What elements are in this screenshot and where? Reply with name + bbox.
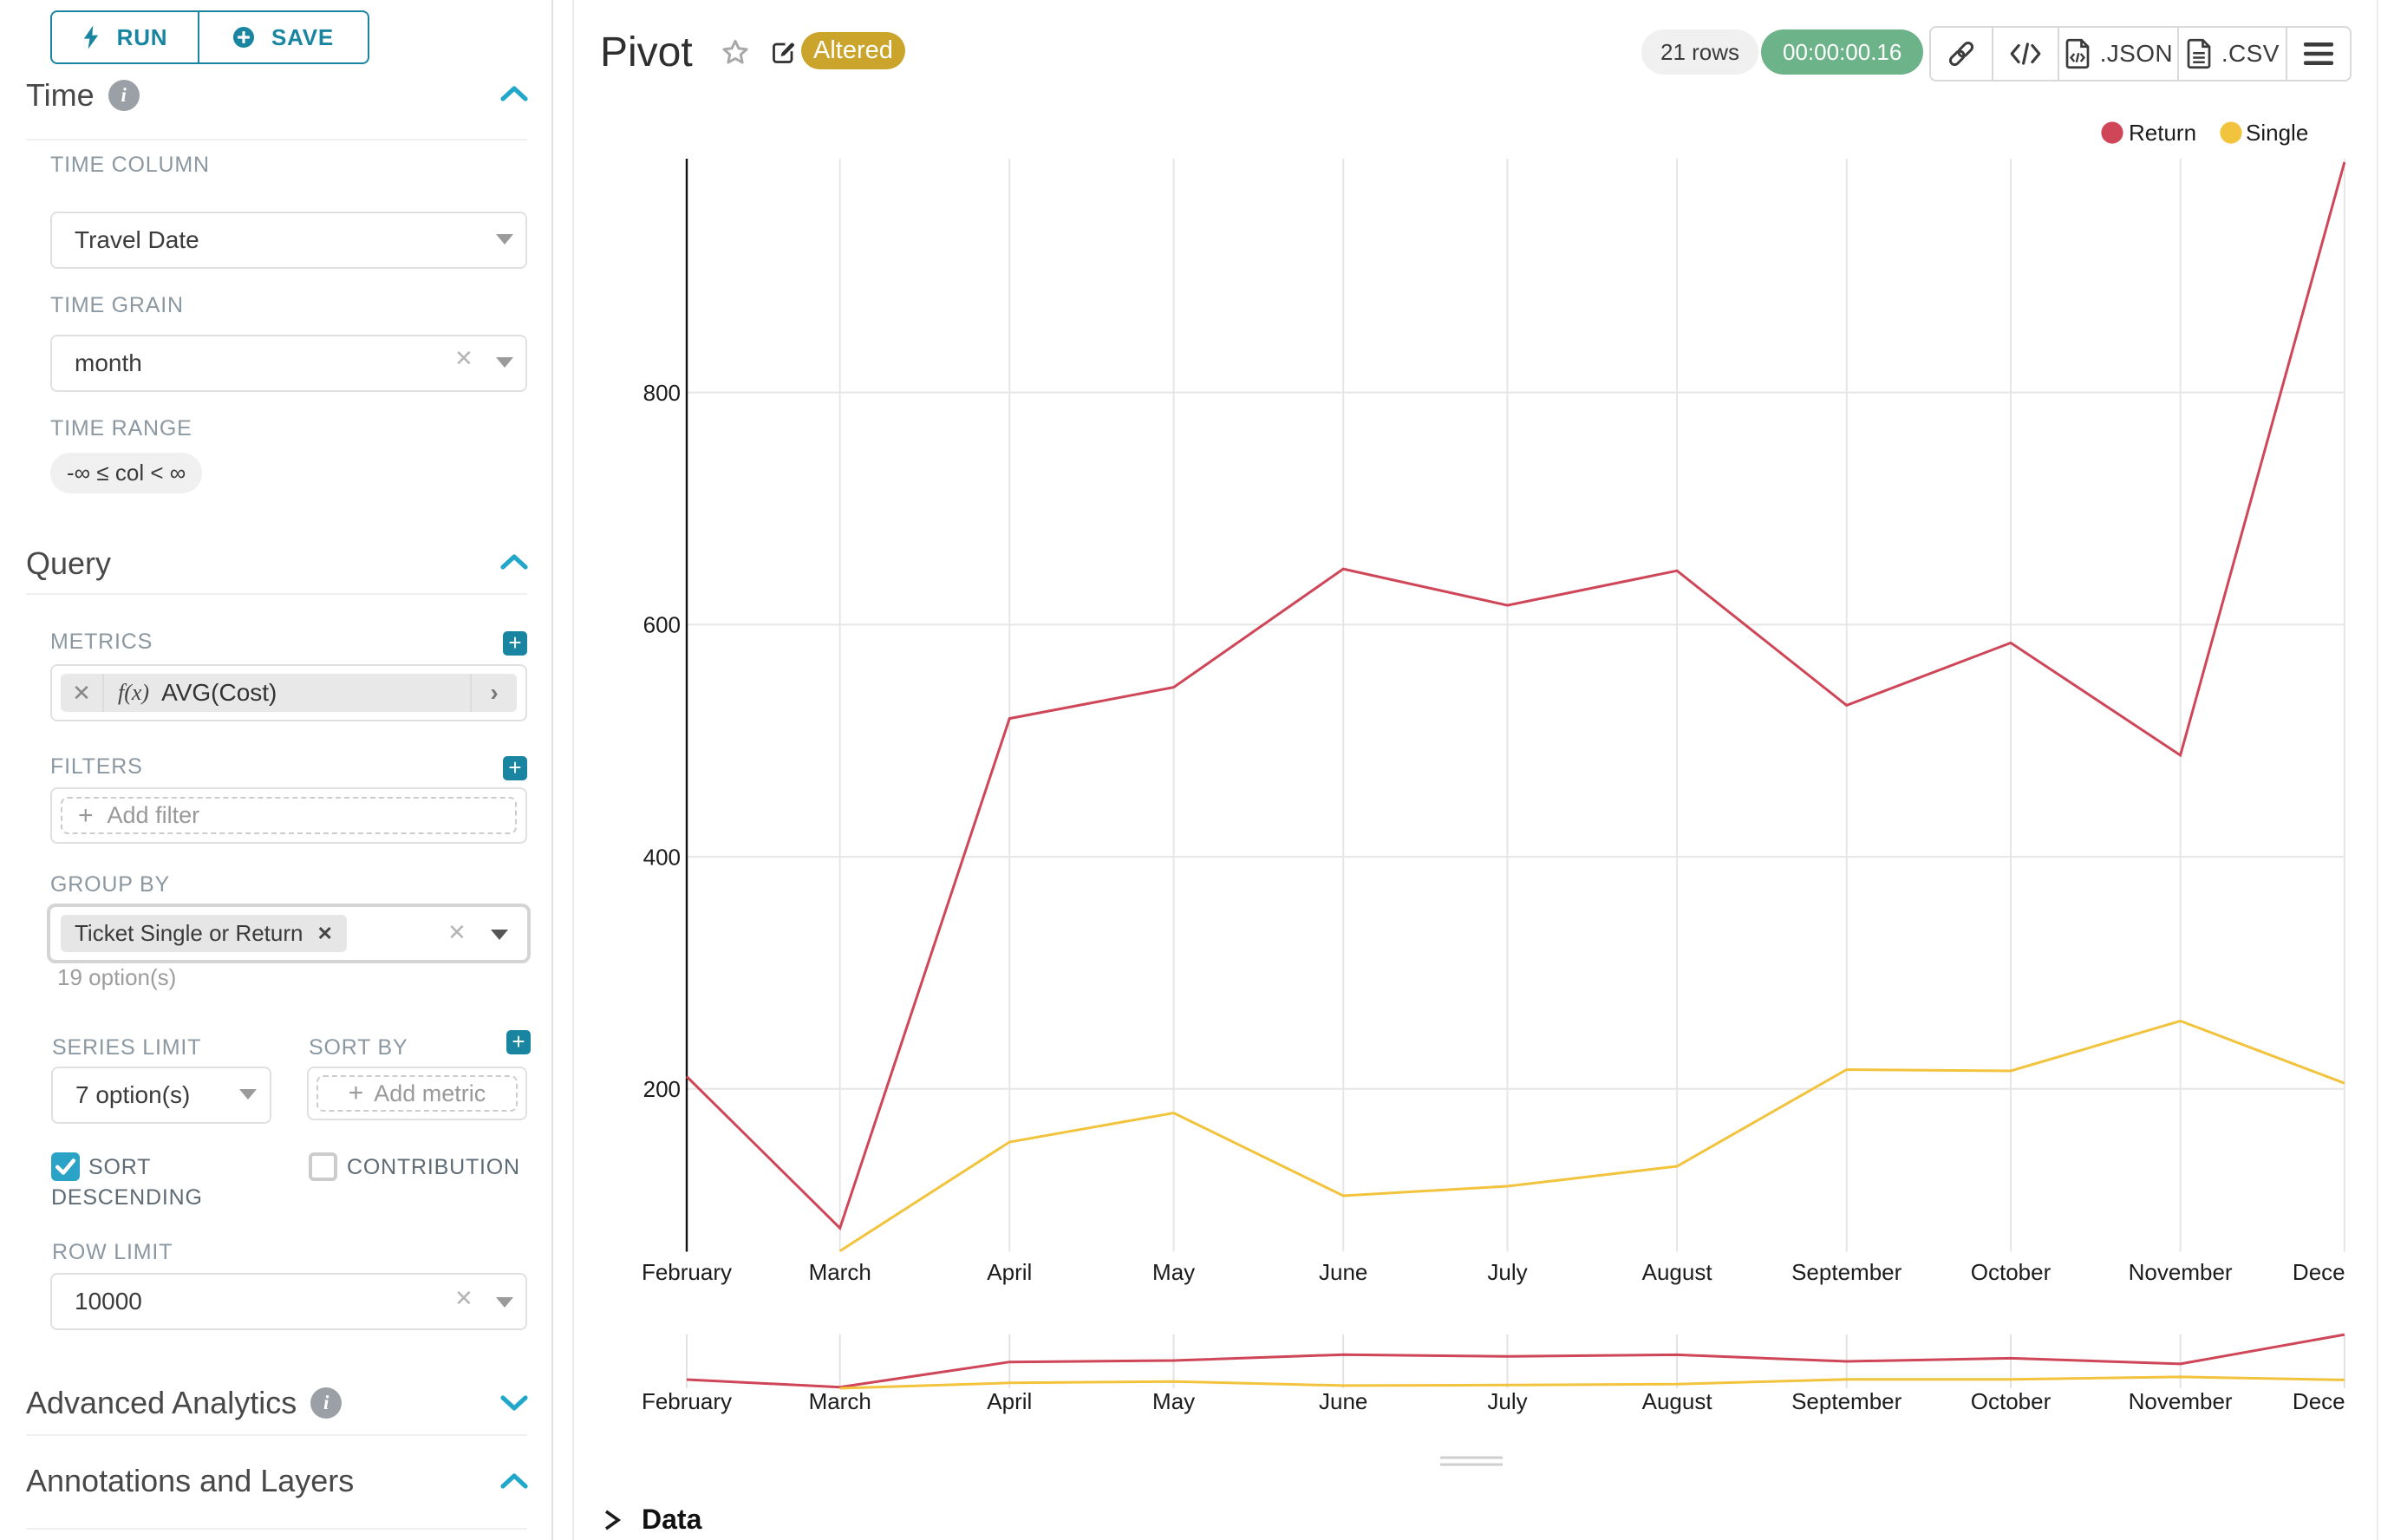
svg-text:March: March — [809, 1388, 871, 1414]
svg-text:December: December — [2293, 1388, 2381, 1414]
svg-text:May: May — [1152, 1388, 1195, 1414]
svg-text:July: July — [1487, 1388, 1527, 1414]
svg-text:Return: Return — [2129, 120, 2196, 146]
svg-text:March: March — [809, 1259, 871, 1285]
svg-text:June: June — [1319, 1259, 1367, 1285]
svg-text:November: November — [2129, 1388, 2233, 1414]
svg-text:Data: Data — [642, 1504, 702, 1535]
svg-text:October: October — [1971, 1388, 2052, 1414]
svg-text:December: December — [2293, 1259, 2381, 1285]
svg-text:August: August — [1642, 1259, 1713, 1285]
svg-text:200: 200 — [643, 1076, 681, 1102]
svg-text:February: February — [642, 1388, 732, 1414]
svg-text:800: 800 — [643, 380, 681, 406]
svg-text:May: May — [1152, 1259, 1195, 1285]
svg-text:September: September — [1791, 1259, 1902, 1285]
svg-text:600: 600 — [643, 612, 681, 638]
svg-text:April: April — [987, 1388, 1032, 1414]
svg-text:July: July — [1487, 1259, 1527, 1285]
svg-text:August: August — [1642, 1388, 1713, 1414]
svg-text:April: April — [987, 1259, 1032, 1285]
svg-text:400: 400 — [643, 844, 681, 870]
svg-text:February: February — [642, 1259, 732, 1285]
svg-text:June: June — [1319, 1388, 1367, 1414]
svg-text:November: November — [2129, 1259, 2233, 1285]
svg-text:Single: Single — [2246, 120, 2308, 146]
svg-text:September: September — [1791, 1388, 1902, 1414]
svg-text:October: October — [1971, 1259, 2052, 1285]
